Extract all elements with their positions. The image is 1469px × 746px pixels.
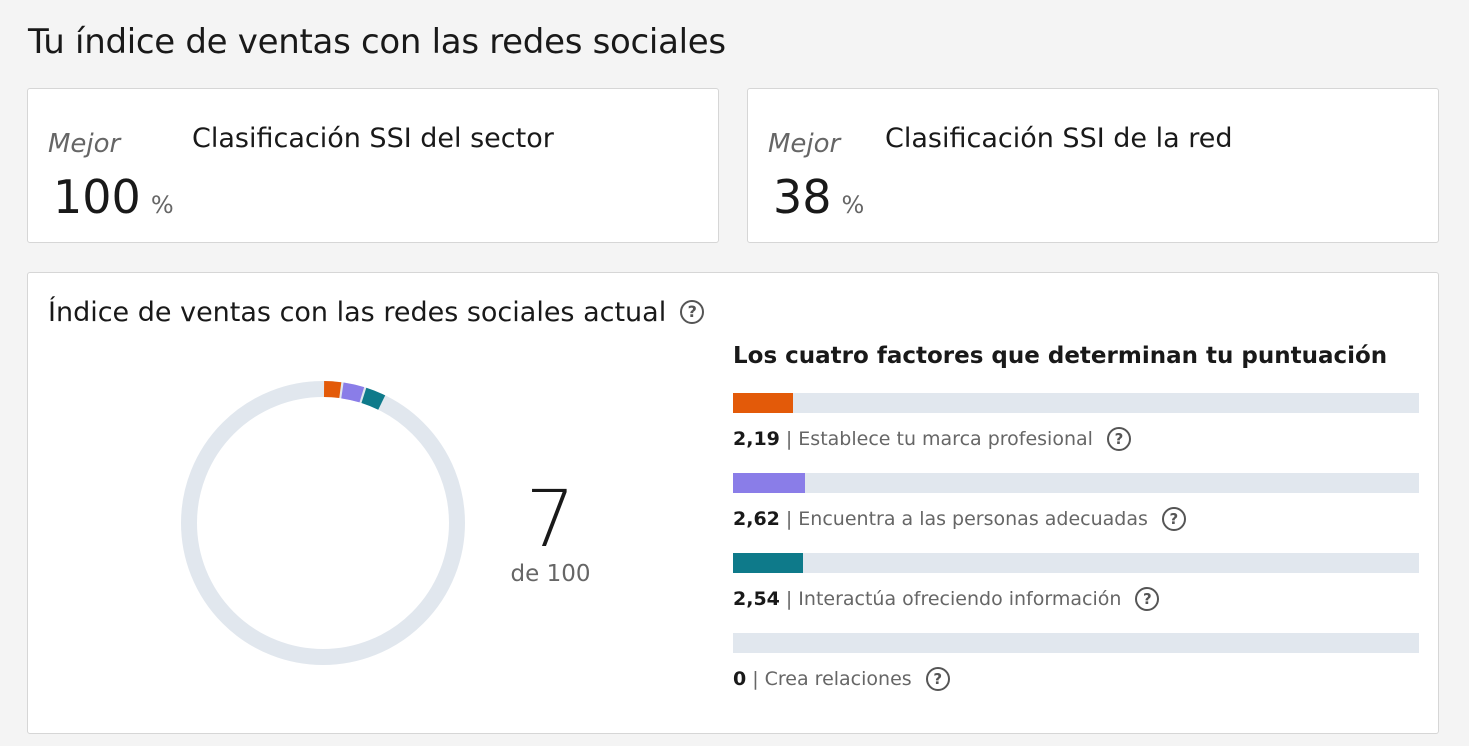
factor-bar (733, 393, 1419, 413)
factor-engage: 2,54 | Interactúa ofreciendo información… (733, 553, 1419, 611)
help-icon[interactable]: ? (1135, 587, 1160, 611)
help-icon[interactable]: ? (680, 300, 705, 324)
factor-caption: 2,54 | Interactúa ofreciendo información… (733, 587, 1419, 611)
current-score-card: Índice de ventas con las redes sociales … (27, 272, 1439, 734)
donut-segment-1 (181, 381, 465, 665)
current-score-title: Índice de ventas con las redes sociales … (48, 297, 667, 328)
sector-ranking-label: Mejor (48, 129, 121, 159)
factor-value: 2,54 (733, 588, 780, 610)
factor-brand: 2,19 | Establece tu marca profesional ? (733, 393, 1419, 451)
factor-bar-fill (733, 553, 803, 573)
score-value: 7 (525, 475, 576, 565)
factor-caption: 2,62 | Encuentra a las personas adecuada… (733, 507, 1419, 531)
factor-label: Establece tu marca profesional (798, 428, 1093, 450)
factor-value: 2,19 (733, 428, 780, 450)
donut-track (181, 381, 465, 665)
current-score-heading: Índice de ventas con las redes sociales … (48, 297, 705, 328)
factor-caption: 0 | Crea relaciones ? (733, 667, 1419, 691)
factor-people: 2,62 | Encuentra a las personas adecuada… (733, 473, 1419, 531)
network-ranking-label: Mejor (768, 129, 841, 159)
factor-bar (733, 553, 1419, 573)
factor-bar-fill (733, 393, 794, 413)
sector-ranking-number: 100 (53, 170, 141, 224)
factor-value: 2,62 (733, 508, 780, 530)
factor-bar (733, 473, 1419, 493)
donut-segments (181, 381, 465, 665)
network-ranking-title: Clasificación SSI de la red (885, 123, 1233, 154)
donut-segment-2 (181, 381, 465, 665)
factor-value: 0 (733, 668, 747, 690)
factor-separator: | (752, 668, 759, 690)
sector-ranking-card: Mejor 100% Clasificación SSI del sector (27, 88, 719, 243)
factor-label: Encuentra a las personas adecuadas (798, 508, 1148, 530)
score-donut (181, 381, 465, 665)
donut-segment-0 (181, 381, 465, 665)
factors-title: Los cuatro factores que determinan tu pu… (733, 343, 1388, 369)
sector-ranking-value: 100% (53, 169, 174, 233)
help-icon[interactable]: ? (1106, 427, 1131, 451)
page-title: Tu índice de ventas con las redes social… (28, 22, 726, 62)
network-ranking-number: 38 (773, 170, 832, 224)
score-max-label: de 100 (510, 561, 591, 587)
network-ranking-card: Mejor 38% Clasificación SSI de la red (747, 88, 1439, 243)
sector-ranking-title: Clasificación SSI del sector (192, 123, 554, 154)
sector-ranking-unit: % (150, 191, 174, 219)
factor-caption: 2,19 | Establece tu marca profesional ? (733, 427, 1419, 451)
factor-separator: | (785, 588, 793, 610)
factor-label: Crea relaciones (764, 668, 912, 690)
help-icon[interactable]: ? (1161, 507, 1186, 531)
factor-bar (733, 633, 1419, 653)
factor-label: Interactúa ofreciendo información (798, 588, 1122, 610)
factor-relationships: 0 | Crea relaciones ? (733, 633, 1419, 691)
network-ranking-unit: % (841, 191, 865, 219)
network-ranking-value: 38% (773, 169, 864, 233)
factor-bar-fill (733, 473, 805, 493)
factor-separator: | (785, 508, 793, 530)
factor-separator: | (785, 428, 793, 450)
help-icon[interactable]: ? (925, 667, 950, 691)
